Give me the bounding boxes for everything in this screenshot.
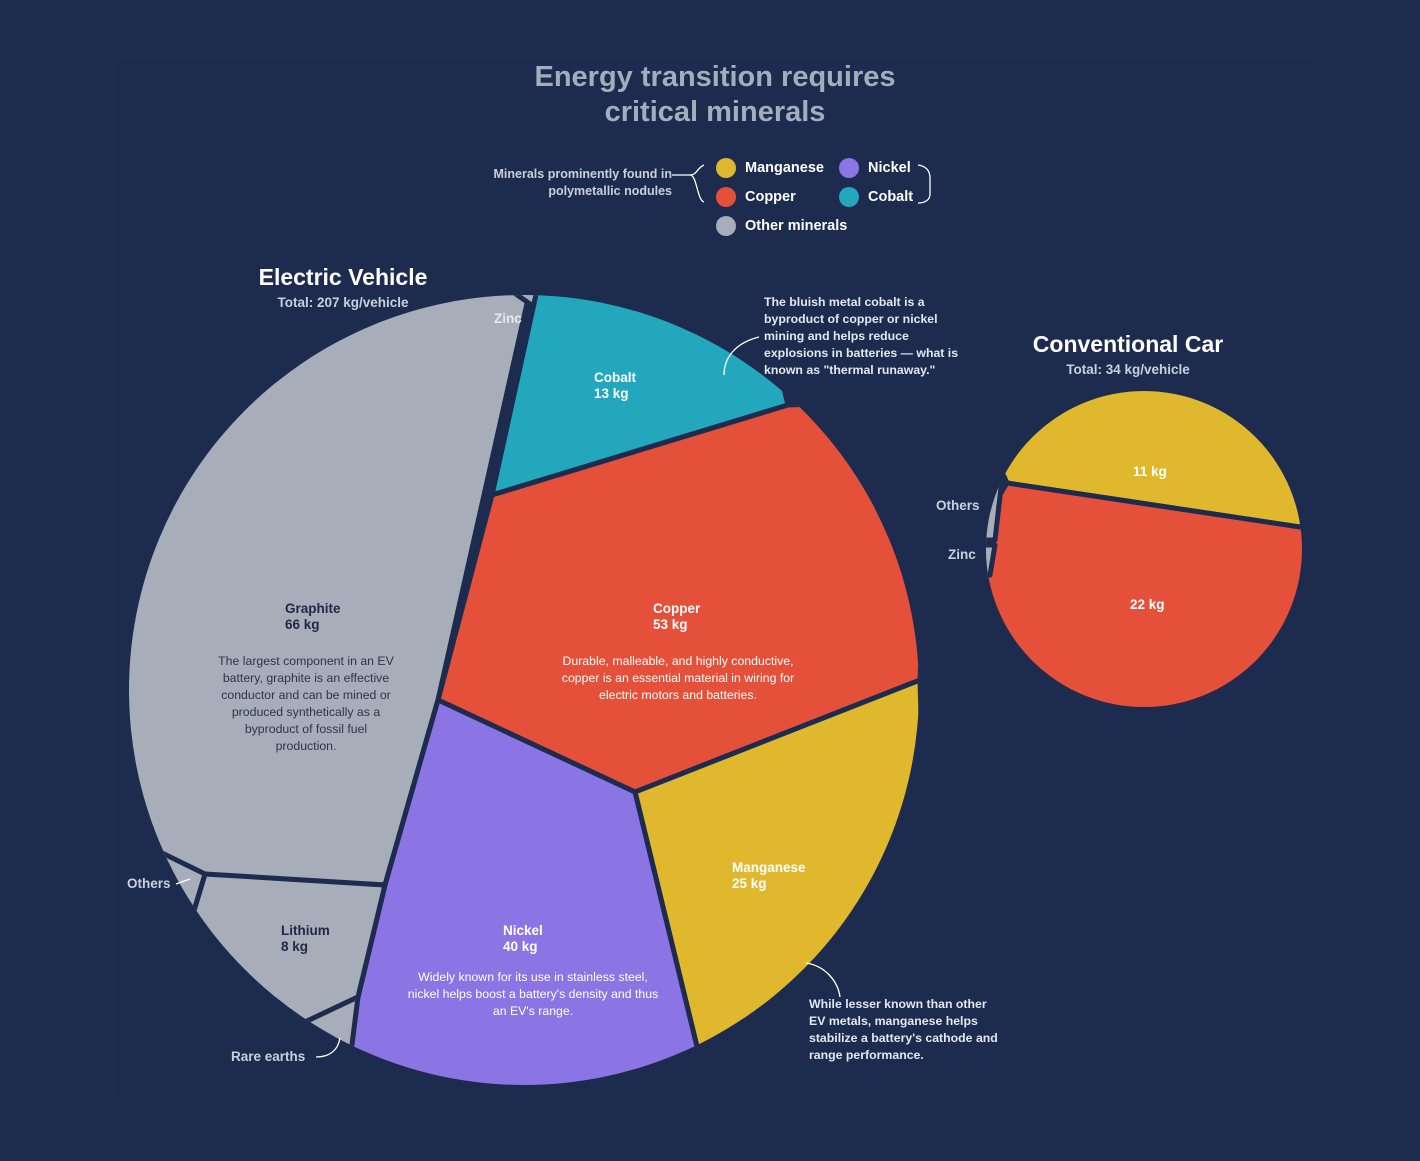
connector-cobalt bbox=[723, 336, 760, 376]
connector-rare-earths bbox=[315, 1037, 341, 1058]
legend-label-nickel: Nickel bbox=[868, 160, 911, 176]
connector-others bbox=[175, 878, 191, 885]
legend-label-manganese: Manganese bbox=[745, 160, 824, 176]
legend-note: Minerals prominently found in polymetall… bbox=[493, 167, 672, 198]
cc-label-zinc: Zinc bbox=[948, 547, 976, 562]
legend-item-nickel: Nickel bbox=[839, 158, 911, 178]
chart-title-line-2: critical minerals bbox=[604, 96, 826, 128]
ev-label-cobalt: Cobalt 13 kg bbox=[594, 370, 636, 402]
legend-bracket-right bbox=[917, 164, 931, 204]
cc-label-copper-value: 22 kg bbox=[1130, 597, 1165, 612]
legend-item-manganese: Manganese bbox=[716, 158, 824, 178]
ev-label-nickel-name: Nickel bbox=[503, 923, 543, 938]
ev-label-manganese-value: 25 kg bbox=[732, 876, 767, 891]
annotation-cobalt: The bluish metal cobalt is a byproduct o… bbox=[764, 295, 959, 377]
legend-swatch-nickel bbox=[839, 158, 859, 178]
ev-label-copper-value: 53 kg bbox=[653, 617, 688, 632]
ev-desc-nickel: Widely known for its use in stainless st… bbox=[407, 970, 659, 1018]
legend-label-other-minerals: Other minerals bbox=[745, 218, 848, 234]
ev-label-zinc: Zinc bbox=[494, 311, 522, 326]
annotation-manganese: While lesser known than other EV metals,… bbox=[809, 997, 998, 1062]
chart-title-line-1: Energy transition requires bbox=[534, 61, 896, 93]
cc-pie bbox=[986, 391, 1302, 707]
ev-desc-copper: Durable, malleable, and highly conductiv… bbox=[561, 654, 795, 702]
annotation-connectors bbox=[175, 164, 931, 1058]
ev-label-others: Others bbox=[127, 876, 171, 891]
connector-manganese bbox=[805, 962, 841, 998]
legend-label-copper: Copper bbox=[745, 189, 796, 205]
legend-swatch-manganese bbox=[716, 158, 736, 178]
chart-title: Energy transition requires critical mine… bbox=[460, 60, 970, 130]
ev-label-cobalt-name: Cobalt bbox=[594, 370, 636, 385]
ev-heading: Electric Vehicle bbox=[258, 264, 428, 290]
ev-label-lithium: Lithium 8 kg bbox=[281, 923, 330, 955]
ev-label-copper: Copper 53 kg bbox=[653, 601, 700, 633]
legend-bracket-left bbox=[672, 164, 705, 203]
ev-label-cobalt-value: 13 kg bbox=[594, 386, 629, 401]
legend-item-other-minerals: Other minerals bbox=[716, 216, 847, 236]
ev-label-graphite: Graphite 66 kg bbox=[285, 601, 341, 633]
legend-swatch-other-minerals bbox=[716, 216, 736, 236]
ev-total: Total: 207 kg/vehicle bbox=[277, 295, 409, 310]
ev-label-nickel: Nickel 40 kg bbox=[503, 923, 543, 955]
legend-label-cobalt: Cobalt bbox=[868, 189, 914, 205]
legend-swatch-copper bbox=[716, 187, 736, 207]
ev-desc-graphite: The largest component in an EV battery, … bbox=[218, 654, 394, 753]
ev-label-nickel-value: 40 kg bbox=[503, 939, 538, 954]
cc-slice-copper bbox=[986, 480, 1302, 707]
ev-label-lithium-name: Lithium bbox=[281, 923, 330, 938]
ev-label-graphite-value: 66 kg bbox=[285, 617, 320, 632]
ev-label-graphite-name: Graphite bbox=[285, 601, 341, 616]
legend-item-cobalt: Cobalt bbox=[839, 187, 913, 207]
cc-total: Total: 34 kg/vehicle bbox=[1066, 362, 1190, 377]
ev-label-manganese-name: Manganese bbox=[732, 860, 806, 875]
cc-label-manganese-value: 11 kg bbox=[1133, 464, 1167, 479]
cc-heading: Conventional Car bbox=[1032, 331, 1224, 357]
ev-label-rare-earths: Rare earths bbox=[231, 1049, 306, 1064]
ev-label-manganese: Manganese 25 kg bbox=[732, 860, 806, 892]
ev-label-copper-name: Copper bbox=[653, 601, 701, 616]
ev-label-lithium-value: 8 kg bbox=[281, 939, 309, 954]
ev-pie bbox=[129, 295, 919, 1085]
legend-item-copper: Copper bbox=[716, 187, 796, 207]
legend-swatch-cobalt bbox=[839, 187, 859, 207]
cc-label-others: Others bbox=[936, 498, 980, 513]
